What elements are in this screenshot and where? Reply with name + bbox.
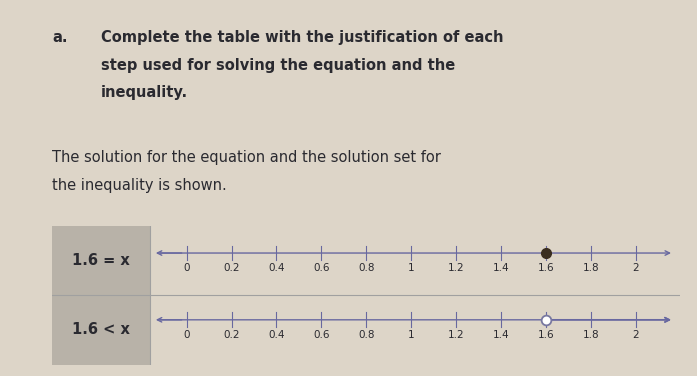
Text: 1.8: 1.8 bbox=[583, 263, 599, 273]
Text: 1.6 = x: 1.6 = x bbox=[72, 253, 130, 268]
Text: 1: 1 bbox=[408, 263, 415, 273]
Text: 1.2: 1.2 bbox=[447, 263, 464, 273]
Text: 0.8: 0.8 bbox=[358, 330, 374, 340]
Text: 1.8: 1.8 bbox=[583, 330, 599, 340]
Text: 0.8: 0.8 bbox=[358, 263, 374, 273]
Text: inequality.: inequality. bbox=[101, 85, 188, 100]
Text: The solution for the equation and the solution set for: The solution for the equation and the so… bbox=[52, 150, 441, 165]
Text: 0.2: 0.2 bbox=[223, 330, 240, 340]
Text: 0.2: 0.2 bbox=[223, 263, 240, 273]
Text: 1: 1 bbox=[408, 330, 415, 340]
Text: Complete the table with the justification of each: Complete the table with the justificatio… bbox=[101, 30, 503, 45]
Text: 1.6: 1.6 bbox=[537, 263, 554, 273]
Text: 2: 2 bbox=[632, 330, 639, 340]
Text: a.: a. bbox=[52, 30, 68, 45]
Text: 0.4: 0.4 bbox=[268, 330, 284, 340]
Text: 0: 0 bbox=[183, 330, 190, 340]
Text: 1.4: 1.4 bbox=[493, 263, 510, 273]
Text: 0.4: 0.4 bbox=[268, 263, 284, 273]
Bar bbox=[52, 226, 149, 365]
Text: 1.4: 1.4 bbox=[493, 330, 510, 340]
Text: the inequality is shown.: the inequality is shown. bbox=[52, 178, 227, 193]
Text: 0.6: 0.6 bbox=[313, 330, 330, 340]
Text: 1.6: 1.6 bbox=[537, 330, 554, 340]
Text: 2: 2 bbox=[632, 263, 639, 273]
Text: 1.2: 1.2 bbox=[447, 330, 464, 340]
Text: 0.6: 0.6 bbox=[313, 263, 330, 273]
Text: step used for solving the equation and the: step used for solving the equation and t… bbox=[101, 58, 455, 73]
Text: 1.6 < x: 1.6 < x bbox=[72, 323, 130, 337]
Text: 0: 0 bbox=[183, 263, 190, 273]
